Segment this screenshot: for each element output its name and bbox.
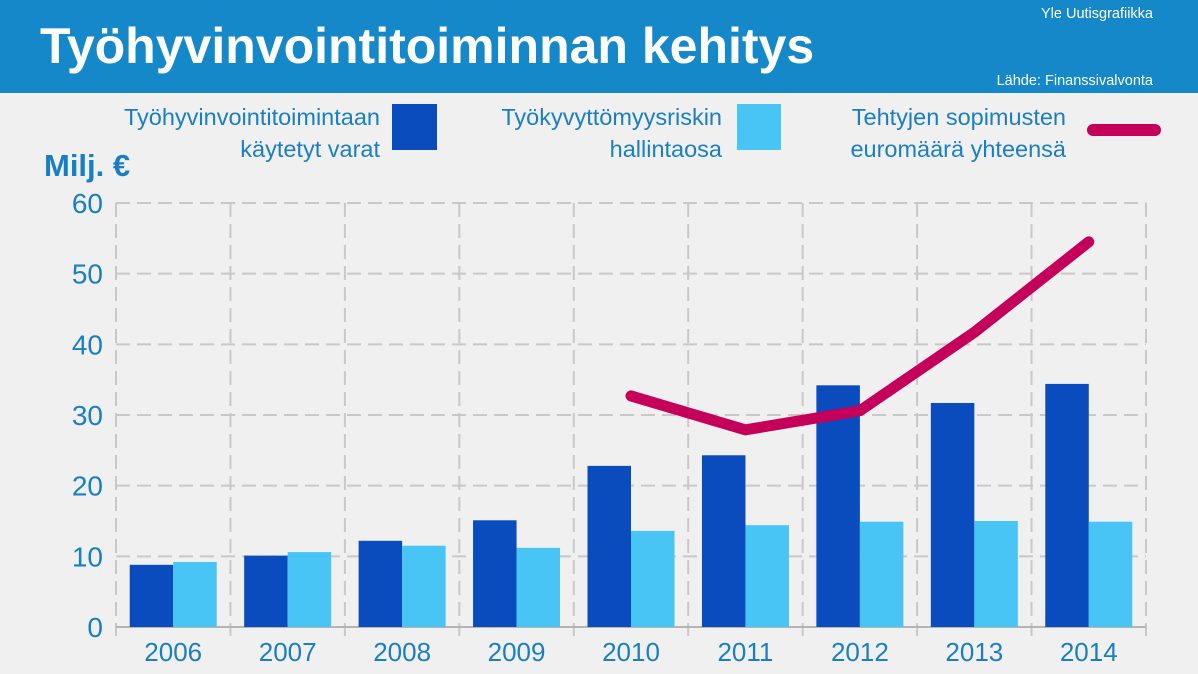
legend-label-wellbeing-funds: Työhyvinvointitoimintaan käytetyt varat — [123, 104, 380, 162]
bar-wellbeing-funds-2008 — [358, 540, 403, 627]
legend-label-contracts-total: Tehtyjen sopimusten euromäärä yhteensä — [850, 104, 1066, 162]
bar-wellbeing-funds-2010 — [587, 465, 631, 627]
legend-swatch-wellbeing-funds — [392, 104, 437, 150]
y-tick-label: 10 — [72, 541, 103, 572]
bar-wellbeing-funds-2006 — [129, 564, 174, 627]
bar-risk-management-share-2007 — [287, 552, 332, 627]
bar-risk-management-share-2013 — [974, 521, 1018, 627]
bar-risk-management-share-2008 — [402, 545, 446, 627]
y-tick-label: 60 — [72, 188, 103, 219]
bar-wellbeing-funds-2009 — [473, 520, 517, 627]
credit-text: Yle Uutisgrafiikka — [1040, 6, 1153, 22]
x-tick-label: 2010 — [602, 637, 660, 667]
legend-swatch-contracts-total — [1087, 124, 1161, 136]
line-marks — [625, 236, 1095, 436]
legend-label-risk-management-share: Työkyvyttömyysriskin hallintaosa — [501, 104, 722, 162]
x-tick-label: 2008 — [373, 637, 431, 667]
bar-risk-management-share-2009 — [516, 547, 561, 627]
source-text: Lähde: Finanssivalvonta — [996, 73, 1153, 89]
x-tick-label: 2006 — [144, 637, 202, 667]
y-tick-label: 30 — [72, 400, 103, 431]
bar-wellbeing-funds-2013 — [930, 402, 975, 627]
y-tick-label: 20 — [72, 471, 103, 502]
x-tick-label: 2013 — [945, 637, 1003, 667]
bar-wellbeing-funds-2007 — [244, 555, 288, 627]
y-tick-label: 0 — [87, 612, 103, 643]
x-tick-label: 2012 — [831, 637, 889, 667]
bar-risk-management-share-2014 — [1088, 521, 1133, 627]
bar-wellbeing-funds-2014 — [1045, 383, 1089, 627]
x-tick-label: 2011 — [717, 637, 773, 667]
chart-title: Työhyvinvointitoiminnan kehitys — [40, 18, 815, 74]
bar-risk-management-share-2011 — [745, 525, 789, 627]
bar-risk-management-share-2006 — [173, 561, 217, 627]
line-contracts-total — [625, 236, 1095, 436]
y-tick-label: 50 — [72, 259, 103, 290]
x-tick-label: 2007 — [259, 637, 317, 667]
y-axis-label: Milj. € — [44, 148, 131, 183]
x-tick-label: 2014 — [1060, 637, 1118, 667]
y-tick-label: 40 — [72, 329, 103, 360]
bar-risk-management-share-2010 — [631, 530, 675, 627]
bar-marks — [129, 383, 1133, 627]
bar-wellbeing-funds-2012 — [816, 385, 860, 627]
x-tick-label: 2009 — [488, 637, 546, 667]
axis-tick-labels: 0 10 20 30 40 50 60 2006 2007 2008 2009 2010 2011 201… — [72, 188, 1118, 667]
header-bar: Työhyvinvointitoiminnan kehitys Yle Uuti… — [0, 0, 1198, 93]
bar-wellbeing-funds-2011 — [701, 455, 746, 627]
legend-swatch-risk-management-share — [737, 104, 781, 150]
bar-risk-management-share-2012 — [859, 521, 904, 627]
